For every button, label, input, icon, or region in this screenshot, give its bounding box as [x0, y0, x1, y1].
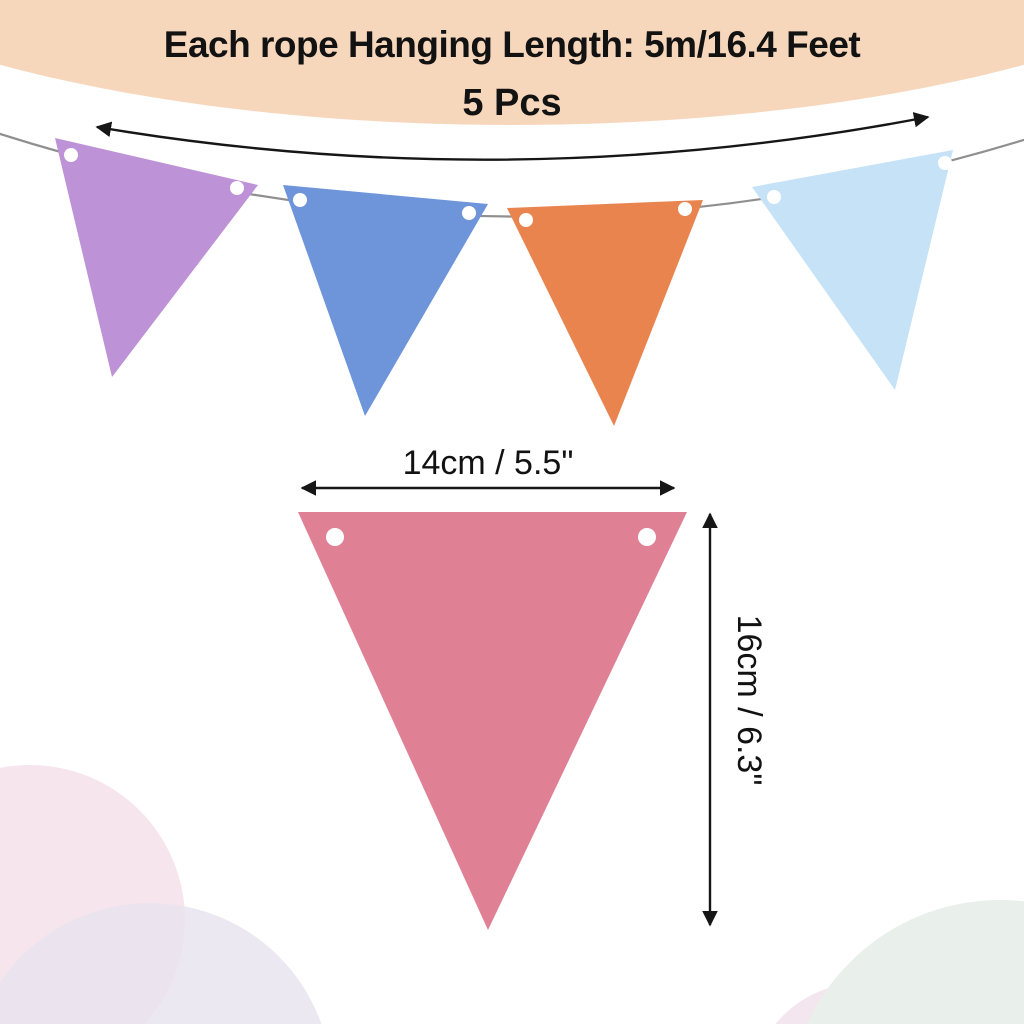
decor-circle-teal-bottom-right: [807, 900, 1024, 1024]
flag-shape: [507, 200, 703, 426]
height-dimension-label: 16cm / 6.3": [730, 614, 768, 786]
pennant-flag-blue: [283, 185, 488, 416]
flag-hole: [64, 148, 78, 162]
pennant-flag-purple: [55, 138, 258, 377]
pennant-flag-light-blue: [752, 150, 953, 390]
pieces-count-label: 5 Pcs: [462, 82, 562, 124]
flag-hole: [293, 193, 307, 207]
flag-hole: [519, 213, 533, 227]
flag-shape: [752, 150, 953, 390]
measured-flag-pink: [298, 512, 687, 930]
header-ellipse: [0, 0, 1024, 125]
flag-shape: [298, 512, 687, 930]
flag-hole: [938, 156, 952, 170]
flag-hole: [230, 181, 244, 195]
flag-hole: [638, 528, 656, 546]
flag-shape: [283, 185, 488, 416]
rope-length-arrow: [95, 111, 930, 161]
flag-shape: [55, 138, 258, 377]
flag-hole: [767, 190, 781, 204]
decor-circle-lavender-bottom-left: [0, 903, 322, 1024]
flag-hole: [462, 206, 476, 220]
banner-title: Each rope Hanging Length: 5m/16.4 Feet: [163, 24, 861, 65]
flag-hole: [326, 528, 344, 546]
flag-hole: [678, 202, 692, 216]
width-dimension-label: 14cm / 5.5": [402, 444, 574, 482]
pennant-flag-orange: [507, 200, 703, 426]
